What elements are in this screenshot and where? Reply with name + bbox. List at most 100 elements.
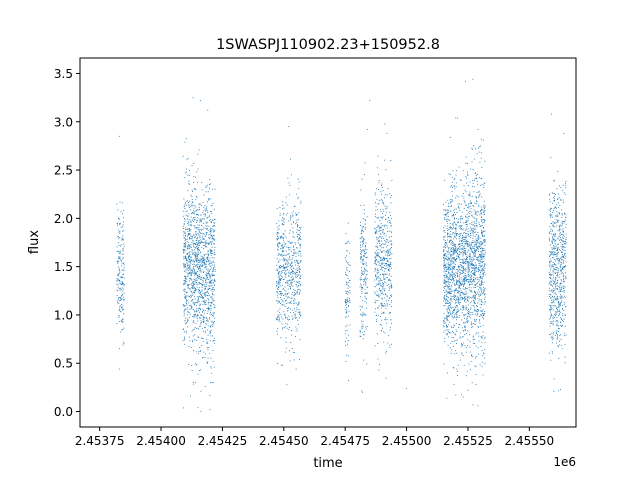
data-point — [452, 266, 454, 268]
data-point — [197, 254, 199, 256]
data-point — [374, 256, 376, 258]
data-point — [470, 267, 472, 269]
data-point — [447, 329, 449, 331]
data-point — [292, 285, 294, 287]
data-point — [195, 195, 197, 197]
data-point — [297, 178, 299, 180]
data-point — [208, 286, 210, 288]
data-point — [203, 351, 205, 353]
data-point — [189, 296, 190, 298]
data-point — [208, 254, 210, 256]
data-point — [278, 291, 280, 292]
data-point — [380, 279, 382, 281]
data-point — [189, 258, 191, 260]
data-point — [381, 267, 383, 269]
data-point — [446, 333, 448, 335]
data-point — [185, 211, 187, 213]
data-point — [204, 332, 206, 334]
data-point — [445, 253, 447, 254]
data-point — [447, 251, 449, 253]
data-point — [459, 281, 461, 283]
data-point — [204, 330, 206, 332]
data-point — [467, 322, 469, 324]
data-point — [479, 237, 481, 239]
data-point — [470, 256, 472, 258]
data-point — [462, 270, 464, 272]
data-point — [456, 322, 458, 324]
data-point — [474, 293, 476, 294]
data-point — [476, 277, 478, 279]
data-point — [291, 242, 293, 243]
data-point — [470, 201, 472, 203]
data-point — [206, 329, 208, 331]
data-point — [454, 208, 456, 210]
data-point — [281, 219, 283, 221]
data-point — [471, 275, 473, 276]
data-point — [361, 225, 363, 227]
data-point — [278, 276, 280, 278]
data-point — [283, 258, 285, 259]
data-point — [196, 317, 198, 319]
data-point — [455, 234, 457, 236]
data-point — [276, 244, 278, 246]
data-point — [447, 222, 449, 224]
data-point — [379, 316, 381, 317]
data-point — [481, 311, 483, 313]
data-point — [456, 305, 458, 307]
data-point — [201, 311, 203, 313]
data-point — [213, 257, 215, 259]
data-point — [465, 275, 467, 276]
data-point — [466, 216, 468, 218]
data-point — [209, 288, 211, 290]
data-point — [556, 225, 558, 227]
data-point — [467, 174, 468, 176]
data-point — [480, 270, 482, 271]
data-point — [558, 301, 560, 302]
data-point — [287, 280, 289, 282]
data-point — [444, 239, 446, 241]
data-point — [360, 257, 362, 258]
data-point — [559, 297, 561, 299]
data-point — [484, 220, 486, 221]
data-point — [198, 299, 199, 301]
data-point — [192, 252, 194, 254]
data-point — [471, 263, 473, 265]
data-point — [361, 257, 363, 259]
data-point — [469, 263, 471, 265]
data-point — [471, 147, 473, 149]
data-point — [202, 315, 204, 317]
data-point — [452, 312, 454, 314]
data-point — [443, 281, 445, 283]
data-point — [458, 251, 460, 253]
data-point — [379, 256, 381, 258]
data-point — [206, 341, 208, 343]
data-point — [118, 217, 120, 219]
data-point — [203, 317, 205, 319]
data-point — [277, 288, 279, 290]
data-point — [455, 279, 457, 281]
data-point — [445, 201, 447, 203]
data-point — [468, 280, 470, 282]
data-point — [472, 280, 473, 282]
data-point — [192, 267, 194, 269]
data-point — [446, 263, 448, 265]
data-point — [189, 247, 191, 249]
data-point — [121, 319, 123, 321]
data-point — [192, 244, 194, 245]
data-point — [290, 158, 292, 160]
data-point — [479, 261, 481, 263]
data-point — [193, 182, 195, 183]
data-point — [210, 325, 212, 327]
data-point — [474, 269, 476, 271]
data-point — [448, 332, 450, 334]
data-point — [200, 232, 201, 234]
data-point — [460, 261, 462, 263]
data-point — [379, 288, 381, 290]
data-point — [120, 311, 122, 313]
data-point — [381, 199, 383, 201]
data-point — [460, 259, 462, 260]
data-point — [384, 288, 386, 290]
data-point — [360, 189, 362, 191]
data-point — [282, 301, 284, 303]
data-point — [380, 227, 382, 229]
